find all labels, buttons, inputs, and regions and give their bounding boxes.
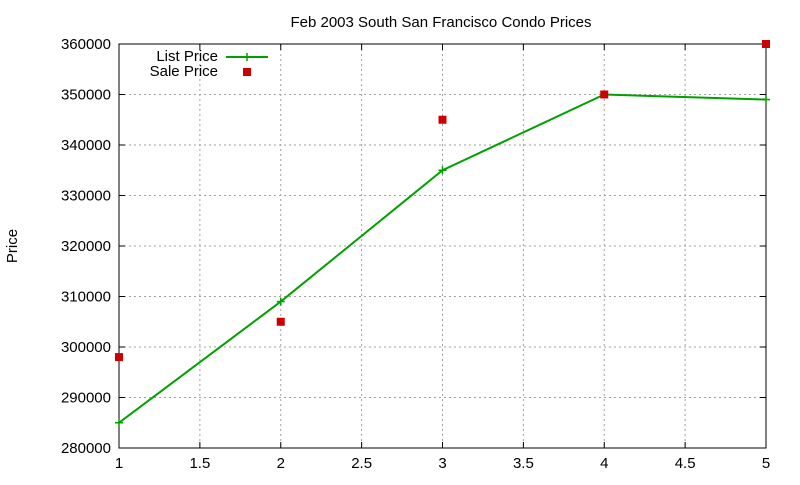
list-price-point <box>115 418 123 427</box>
y-tick-label: 320000 <box>61 238 111 255</box>
legend-label-list-price: List Price <box>156 48 218 65</box>
y-axis-label: Price <box>4 229 21 263</box>
sale-price-point <box>600 90 609 99</box>
list-price-line <box>118 93 767 424</box>
sale-price-point <box>762 40 770 48</box>
y-tick-label: 340000 <box>61 137 111 154</box>
list-price-point <box>276 297 285 306</box>
y-tick-label: 350000 <box>61 87 111 104</box>
y-tick-label: 290000 <box>61 390 111 407</box>
y-tick-label: 300000 <box>61 339 111 356</box>
sale-price-point <box>115 353 123 362</box>
sale-price-point <box>438 115 447 124</box>
series-layer <box>115 40 770 427</box>
legend-marker-sale-price <box>243 68 251 76</box>
x-tick-label: 3.5 <box>513 455 534 472</box>
y-tick-label: 310000 <box>61 289 111 306</box>
legend-label-sale-price: Sale Price <box>150 63 218 80</box>
x-tick-label: 1 <box>115 455 123 472</box>
axis-ticks: 1 1.5 2 2.5 3 3.5 4 4.5 5 280000 290000 300000 31000… <box>61 36 770 472</box>
x-tick-label: 1.5 <box>189 455 210 472</box>
x-tick-label: 4 <box>600 455 608 472</box>
y-tick-label: 280000 <box>61 440 111 457</box>
chart-title: Feb 2003 South San Francisco Condo Price… <box>290 14 591 31</box>
x-tick-label: 5 <box>762 455 770 472</box>
list-price-point <box>438 166 447 175</box>
y-tick-label: 330000 <box>61 188 111 205</box>
x-tick-label: 3 <box>438 455 446 472</box>
list-price-point <box>762 95 770 104</box>
x-tick-label: 2.5 <box>351 455 372 472</box>
legend-marker-list-price <box>243 53 251 61</box>
y-tick-label: 360000 <box>61 36 111 53</box>
grid-lines <box>119 44 766 448</box>
x-tick-label: 2 <box>277 455 285 472</box>
x-tick-label: 4.5 <box>675 455 696 472</box>
sale-price-point <box>276 317 285 326</box>
